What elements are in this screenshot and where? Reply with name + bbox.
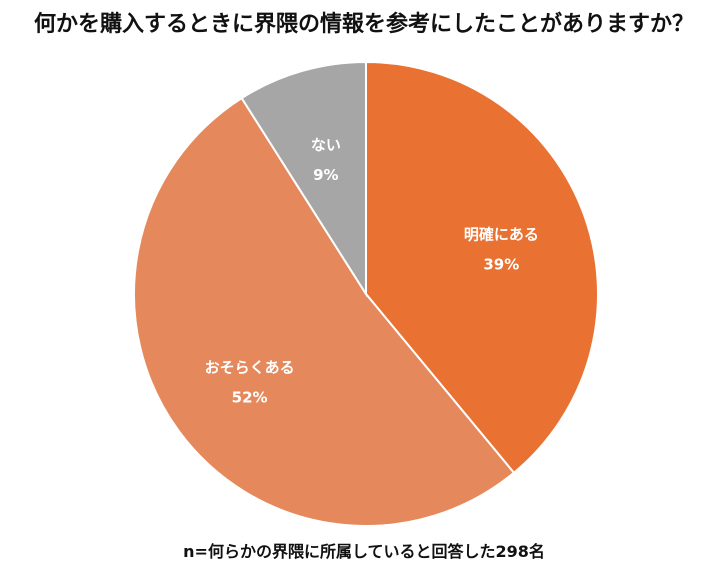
slice-category-label: 明確にある [464,225,539,243]
slice-percent-label: 9% [313,166,338,184]
sample-size-note: n=何らかの界隈に所属していると回答した298名 [183,542,545,561]
pie-slice-1 [133,96,516,527]
slice-category-label: おそらくある [205,359,295,377]
chart-title: 何かを購入するときに界隈の情報を参考にしたことがありますか？ [33,12,694,37]
pie-slice-2 [240,60,367,298]
slice-percent-label: 52% [232,389,268,407]
pie-slice-0 [365,60,599,475]
slice-category-label: ない [311,136,341,154]
slice-percent-label: 39% [483,255,519,273]
